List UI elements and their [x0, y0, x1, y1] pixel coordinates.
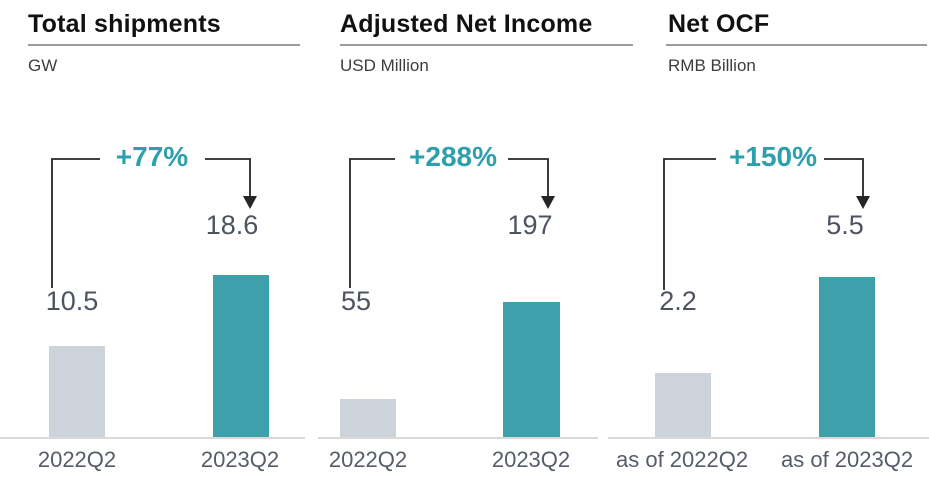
- title-underline: [666, 44, 927, 46]
- growth-percent-label: +288%: [409, 141, 497, 172]
- value-label-2022q2: 2.2: [659, 286, 697, 316]
- panel-title: Total shipments: [28, 10, 221, 38]
- value-label-2022q2: 55: [340, 286, 372, 316]
- category-label-2023q2: 2023Q2: [491, 447, 571, 472]
- panel-title: Net OCF: [668, 10, 770, 38]
- value-label-2022q2: 10.5: [45, 286, 99, 316]
- category-label-2023q2: as of 2023Q2: [781, 447, 914, 472]
- unit-label: GW: [28, 56, 58, 75]
- bar-2022q2: [340, 399, 396, 437]
- arrowhead-icon: [243, 196, 257, 209]
- bar-2023q2: [503, 302, 560, 437]
- arrowhead-icon: [541, 196, 555, 209]
- bar-2022q2: [49, 346, 105, 437]
- bar-2023q2: [213, 275, 269, 437]
- bar-2023q2: [819, 277, 875, 437]
- growth-percent-label: +150%: [729, 141, 817, 172]
- arrowhead-icon: [856, 196, 870, 209]
- category-label-2022q2: as of 2022Q2: [616, 447, 749, 472]
- value-label-2023q2: 197: [507, 210, 553, 240]
- category-label-2022q2: 2022Q2: [37, 447, 117, 472]
- title-underline: [28, 44, 300, 46]
- category-label-2022q2: 2022Q2: [328, 447, 408, 472]
- unit-label: USD Million: [340, 56, 429, 75]
- category-label-2023q2: 2023Q2: [200, 447, 280, 472]
- axis-baseline: [0, 437, 305, 439]
- value-label-2023q2: 18.6: [205, 210, 259, 240]
- unit-label: RMB Billion: [668, 56, 756, 75]
- panel-title: Adjusted Net Income: [340, 10, 593, 38]
- title-underline: [340, 44, 633, 46]
- value-label-2023q2: 5.5: [826, 210, 864, 240]
- growth-percent-label: +77%: [115, 141, 189, 172]
- bar-2022q2: [655, 373, 711, 437]
- axis-baseline: [318, 437, 598, 439]
- axis-baseline: [608, 437, 929, 439]
